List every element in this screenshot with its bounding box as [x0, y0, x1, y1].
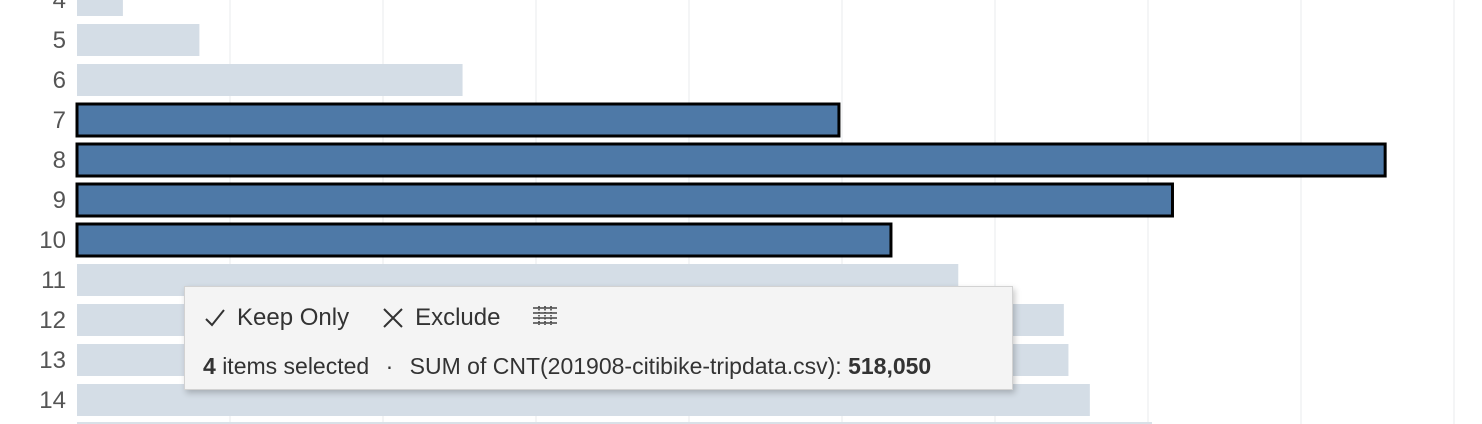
category-label: 10: [39, 227, 66, 254]
exclude-button[interactable]: Exclude: [381, 304, 500, 332]
category-label: 13: [39, 347, 66, 374]
view-data-button[interactable]: [532, 305, 558, 332]
keep-only-label: Keep Only: [237, 304, 350, 331]
category-label: 14: [39, 387, 66, 414]
bar-selected[interactable]: [75, 102, 841, 138]
category-labels: 4 5 6 7 8 9 10 11 12 13 14: [39, 0, 66, 414]
selection-tooltip: Keep Only Exclude: [184, 286, 1013, 390]
keep-only-button[interactable]: Keep Only: [203, 304, 349, 332]
category-label: 7: [53, 107, 66, 134]
selected-text: items selected: [222, 353, 370, 379]
summary-separator: ·: [385, 353, 394, 379]
category-label: 9: [53, 187, 66, 214]
bar[interactable]: [77, 64, 463, 96]
measure-label: SUM of CNT(201908-citibike-tripdata.csv)…: [409, 353, 842, 379]
x-icon: [381, 306, 405, 330]
check-icon: [203, 306, 227, 330]
category-label: 8: [53, 147, 66, 174]
category-label: 12: [39, 307, 66, 334]
bar[interactable]: [77, 0, 123, 16]
selection-summary: 4 items selected · SUM of CNT(201908-cit…: [203, 353, 931, 380]
measure-value: 518,050: [848, 353, 932, 379]
view-data-icon: [532, 305, 558, 332]
category-label: 6: [53, 67, 66, 94]
bar-selected[interactable]: [75, 222, 893, 258]
category-label: 5: [53, 27, 66, 54]
bar[interactable]: [77, 24, 200, 56]
category-label: 4: [53, 0, 66, 14]
tooltip-actions: Keep Only Exclude: [203, 301, 558, 335]
bar-selected[interactable]: [75, 182, 1174, 218]
bar-selected[interactable]: [75, 142, 1387, 178]
selected-count: 4: [203, 353, 216, 379]
category-label: 11: [41, 267, 66, 294]
exclude-label: Exclude: [415, 304, 501, 331]
